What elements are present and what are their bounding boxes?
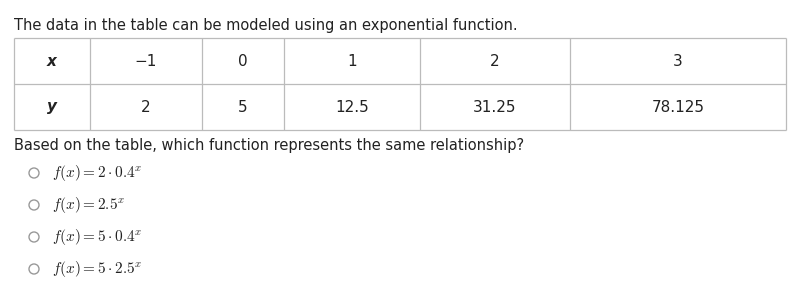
Text: x: x	[47, 54, 57, 68]
Text: $f(x) = 5 \cdot 0.4^{x}$: $f(x) = 5 \cdot 0.4^{x}$	[52, 227, 142, 247]
Text: 31.25: 31.25	[474, 99, 517, 115]
Text: 2: 2	[141, 99, 151, 115]
Text: 0: 0	[238, 54, 248, 68]
Text: The data in the table can be modeled using an exponential function.: The data in the table can be modeled usi…	[14, 18, 518, 33]
Text: 2: 2	[490, 54, 500, 68]
Text: −1: −1	[135, 54, 157, 68]
Text: 3: 3	[673, 54, 683, 68]
Text: $f(x) = 5 \cdot 2.5^{x}$: $f(x) = 5 \cdot 2.5^{x}$	[52, 259, 142, 279]
Text: 5: 5	[238, 99, 248, 115]
Text: $f(x) = 2 \cdot 0.4^{x}$: $f(x) = 2 \cdot 0.4^{x}$	[52, 163, 142, 183]
Text: 12.5: 12.5	[335, 99, 369, 115]
Text: $f(x) = 2.5^{x}$: $f(x) = 2.5^{x}$	[52, 195, 125, 215]
Text: y: y	[47, 99, 57, 115]
Text: 1: 1	[347, 54, 357, 68]
Text: Based on the table, which function represents the same relationship?: Based on the table, which function repre…	[14, 138, 524, 153]
Text: 78.125: 78.125	[651, 99, 705, 115]
